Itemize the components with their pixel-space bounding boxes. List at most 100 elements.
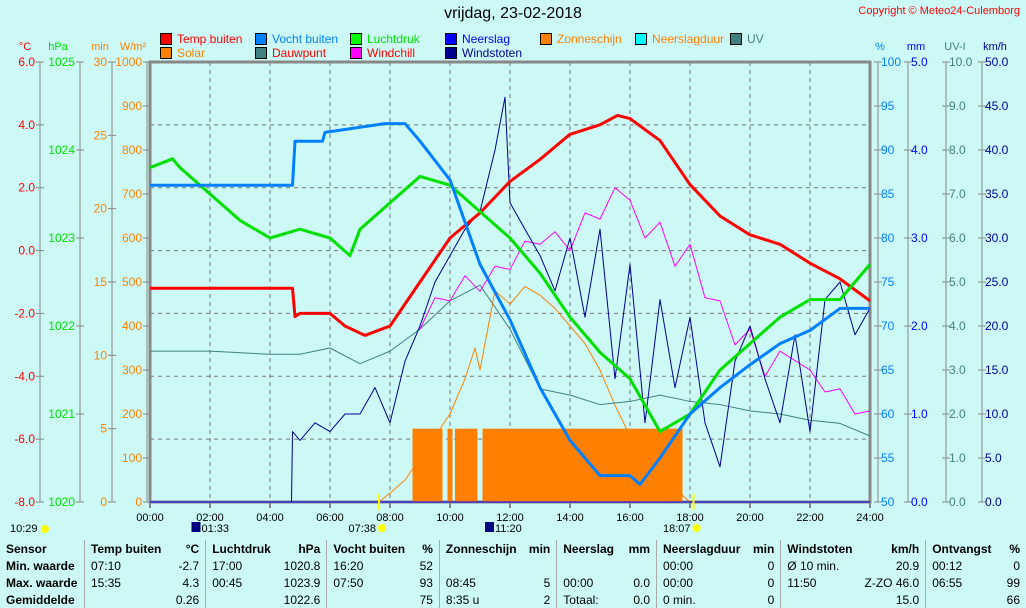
axis-tick-label: 600 <box>122 231 142 245</box>
table-header: Neerslagduur <box>656 540 747 557</box>
x-tick-label: 18:00 <box>676 512 704 524</box>
legend-label: Temp buiten <box>177 32 243 46</box>
table-cell: 0 <box>1013 558 1020 573</box>
axis-tick-label: 5.0 <box>985 451 1002 465</box>
axis-tick-label: 300 <box>122 363 142 377</box>
table-header: Temp buiten <box>83 540 168 557</box>
axis-tick-label: 7.0 <box>949 187 966 201</box>
copyright: Copyright © Meteo24-Culemborg <box>858 5 1020 17</box>
table-cell: 00:00 <box>656 557 747 574</box>
axis-tick-label: 2.0 <box>18 181 35 195</box>
series-line-vocht-buiten <box>150 122 870 486</box>
axis-tick-label: 20.0 <box>985 319 1009 333</box>
axis-tick-label: 45.0 <box>985 99 1009 113</box>
axis-tick-label: 3.0 <box>911 231 928 245</box>
legend-swatch <box>730 33 742 45</box>
axis-tick-label: 4.0 <box>18 118 35 132</box>
legend-swatch <box>160 33 172 45</box>
table-cell: 15:35 <box>83 574 168 591</box>
table-header: % <box>1009 541 1020 556</box>
table-cell: 20.9 <box>895 558 920 573</box>
table-header: Zonneschijn <box>438 540 523 557</box>
axis-tick-label: 0.0 <box>985 495 1002 509</box>
axis-tick-label: 1.0 <box>911 407 928 421</box>
table-header: °C <box>185 541 200 556</box>
axis-tick-label: 15.0 <box>985 363 1009 377</box>
table-cell: 07:10 <box>83 557 168 574</box>
axis-tick-label: 80 <box>881 231 895 245</box>
axis-tick-label: 25.0 <box>985 275 1009 289</box>
legend-swatch <box>445 33 457 45</box>
table-cell: 2 <box>543 592 551 607</box>
axis-unit-press: hPa <box>48 41 68 53</box>
table-header: Vocht buiten <box>326 540 412 557</box>
axis-tick-label: 1021 <box>48 407 75 421</box>
table-cell: 93 <box>419 575 433 590</box>
axis-tick-label: 2.0 <box>949 407 966 421</box>
axis-tick-label: 2.0 <box>911 319 928 333</box>
table-header: Luchtdruk <box>205 540 277 557</box>
table-cell: Max. waarde <box>6 575 78 590</box>
table-cell: Min. waarde <box>6 558 75 573</box>
axis-tick-label: 15 <box>94 275 108 289</box>
chart-title: vrijdag, 23-02-2018 <box>444 5 582 22</box>
x-tick-label: 00:00 <box>136 512 164 524</box>
x-tick-label: 08:00 <box>376 512 404 524</box>
table-cell: 11:50 <box>780 574 859 591</box>
axis-tick-label: 95 <box>881 99 895 113</box>
x-tick-label: 16:00 <box>616 512 644 524</box>
legend-swatch <box>445 47 457 59</box>
table-cell: 66 <box>1006 592 1020 607</box>
axis-tick-label: 5.0 <box>911 55 928 69</box>
axis-unit-hum: % <box>875 41 885 53</box>
marker-time: 10:29 <box>10 523 38 535</box>
axis-tick-label: 10 <box>94 348 108 362</box>
table-cell: 0 <box>767 592 775 607</box>
axis-tick-label: 1020 <box>48 495 75 509</box>
table-cell: 07:50 <box>326 574 412 591</box>
axis-tick-label: 70 <box>881 319 895 333</box>
legend-item: Windstoten <box>445 46 522 60</box>
legend-label: Vocht buiten <box>272 32 339 46</box>
axis-tick-label: 0 <box>100 495 107 509</box>
x-tick-label: 02:00 <box>196 512 224 524</box>
table-header: km/h <box>891 541 920 556</box>
axis-tick-label: 500 <box>122 275 142 289</box>
stats-table: Sensor Temp buiten °C Luchtdruk hPa Vocht bui… <box>0 540 1026 608</box>
legend-item: UV <box>730 32 764 46</box>
axis-tick-label: 10.0 <box>985 407 1009 421</box>
legend-label: UV <box>747 32 764 46</box>
axis-tick-label: 0.0 <box>911 495 928 509</box>
axis-tick-label: 40.0 <box>985 143 1009 157</box>
sunset-icon <box>692 524 701 532</box>
legend-swatch <box>635 33 647 45</box>
legend-swatch <box>160 47 172 59</box>
axis-tick-label: 6.0 <box>18 55 35 69</box>
table-header: mm <box>628 541 651 556</box>
legend-item: Vocht buiten <box>255 32 338 46</box>
x-tick-label: 14:00 <box>556 512 584 524</box>
table-cell <box>438 557 523 574</box>
marker-time: 11:20 <box>495 523 522 535</box>
axis-tick-label: -2.0 <box>14 306 35 320</box>
axis-tick-label: 65 <box>881 363 895 377</box>
table-cell: 8:35 u <box>438 591 523 608</box>
legend-swatch <box>540 33 552 45</box>
legend-swatch <box>350 33 362 45</box>
axis-tick-label: 1025 <box>48 55 75 69</box>
axis-unit-min: min <box>91 41 109 53</box>
table-cell <box>621 557 657 574</box>
sunshine-bar <box>455 428 478 502</box>
marker-time: 07:38 <box>348 523 376 535</box>
table-cell <box>326 591 412 608</box>
legend-label: Zonneschijn <box>557 32 622 46</box>
table-cell: Gemiddelde <box>6 592 75 607</box>
legend-item: Neerslag <box>445 32 510 46</box>
axis-tick-label: -8.0 <box>14 495 35 509</box>
legend-item: Solar <box>160 46 205 60</box>
axis-tick-label: 50.0 <box>985 55 1009 69</box>
legend-label: Windchill <box>367 46 416 60</box>
table-cell <box>205 591 277 608</box>
sunrise-icon <box>378 524 386 532</box>
table-header: min <box>528 541 551 556</box>
